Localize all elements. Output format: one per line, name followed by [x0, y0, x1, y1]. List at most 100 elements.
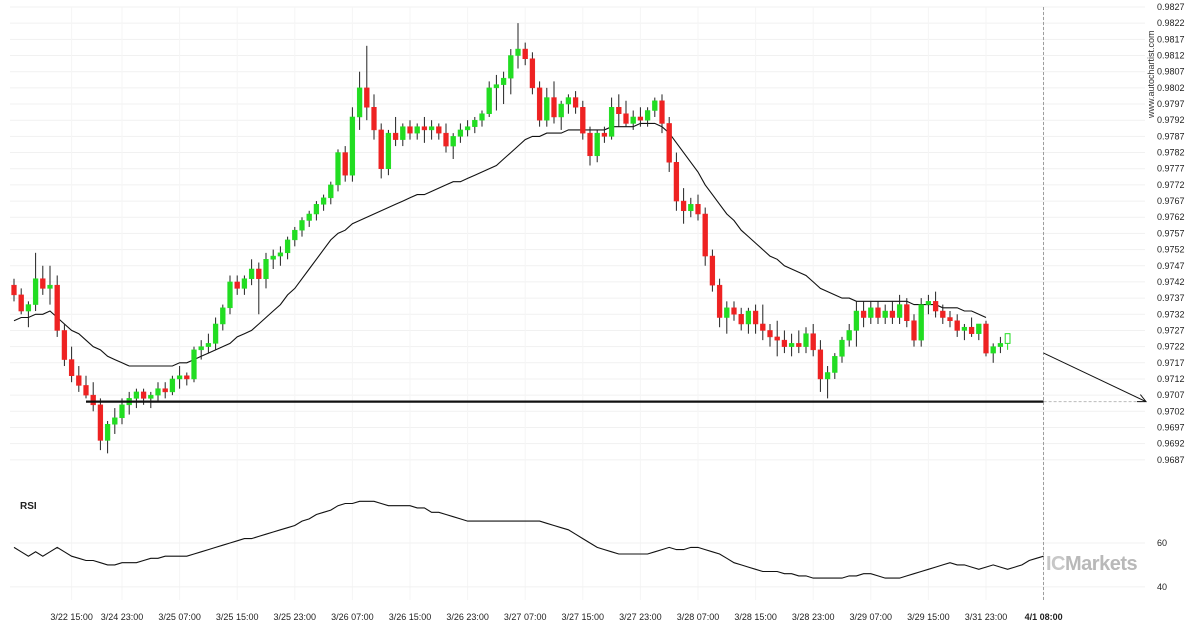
price-tick-label-21: 0.9722	[1157, 342, 1185, 352]
price-tick-label-7: 0.9792	[1157, 115, 1185, 125]
brand-name: Markets	[1065, 553, 1137, 575]
time-tick-label-16: 3/31 23:00	[965, 612, 1008, 622]
candle-body-111	[810, 333, 816, 351]
candle-body-100	[731, 307, 737, 315]
candle-body-72	[529, 58, 536, 89]
time-tick-label-7: 3/26 23:00	[446, 612, 489, 622]
candle-body-74	[544, 97, 550, 121]
price-tick-label-27: 0.9692	[1157, 439, 1185, 449]
candle-body-60	[443, 132, 449, 147]
candle-body-50	[371, 107, 377, 131]
candle-body-67	[493, 84, 500, 89]
candle-body-90	[659, 100, 665, 124]
candle-body-8	[68, 359, 75, 376]
candle-body-69	[508, 55, 514, 79]
candle-body-95	[695, 204, 701, 215]
candle-body-42	[313, 204, 320, 215]
time-tick-label-9: 3/27 15:00	[562, 612, 605, 622]
price-gridlines	[10, 6, 1145, 600]
candle-body-43	[320, 197, 327, 205]
candle-body-87	[637, 116, 644, 121]
time-tick-label-3: 3/25 15:00	[216, 612, 259, 622]
candle-body-91	[666, 123, 672, 163]
moving-average-line	[13, 122, 987, 367]
time-tick-label-2: 3/25 07:00	[158, 612, 201, 622]
candle-body-106	[774, 336, 780, 341]
candle-body-131	[954, 320, 960, 331]
candle-body-118	[860, 310, 867, 318]
candle-body-135	[983, 323, 989, 354]
candle-body-30	[227, 281, 233, 309]
candle-body-22	[169, 378, 176, 393]
price-tick-label-11: 0.9772	[1157, 180, 1185, 190]
candle-body-68	[500, 77, 507, 85]
price-tick-label-3: 0.9812	[1157, 51, 1185, 61]
candle-body-25	[191, 349, 197, 380]
candle-body-64	[472, 119, 478, 127]
candle-body-128	[932, 301, 939, 312]
candle-body-94	[688, 204, 694, 212]
candle-body-71	[522, 48, 528, 60]
candle-body-76	[558, 103, 564, 118]
time-tick-label-6: 3/26 15:00	[389, 612, 432, 622]
candlestick-series	[11, 23, 1011, 454]
candle-body-113	[824, 372, 831, 380]
forecast-line	[1043, 352, 1147, 403]
moving-average-layer	[13, 122, 987, 367]
candle-body-117	[853, 310, 860, 331]
candle-body-45	[335, 152, 341, 186]
candle-body-57	[421, 126, 428, 131]
candle-body-2	[25, 304, 32, 312]
candle-body-112	[817, 349, 824, 380]
candle-body-3	[32, 278, 39, 305]
candle-body-122	[889, 310, 896, 318]
candle-body-55	[407, 126, 413, 134]
candle-body-103	[752, 310, 759, 325]
candle-body-83	[608, 107, 615, 137]
candle-body-80	[587, 132, 593, 157]
rsi-gridlines	[10, 542, 1145, 588]
time-tick-label-8: 3/27 07:00	[504, 612, 547, 622]
candle-body-53	[392, 132, 399, 140]
candle-body-11	[90, 394, 96, 406]
candle-body-134	[976, 323, 982, 334]
candle-body-10	[83, 385, 89, 396]
candle-body-56	[414, 126, 420, 134]
candle-body-115	[839, 339, 845, 357]
candle-body-77	[565, 97, 572, 105]
candle-body-7	[61, 330, 68, 360]
candle-body-12	[97, 404, 104, 441]
candle-body-47	[349, 116, 356, 176]
time-tick-label-5: 3/26 07:00	[331, 612, 374, 622]
candle-body-5	[47, 284, 53, 289]
candle-body-41	[306, 213, 312, 221]
candle-body-107	[781, 339, 788, 347]
time-tick-label-4: 3/25 23:00	[274, 612, 317, 622]
candle-body-121	[882, 310, 888, 318]
candle-body-109	[796, 343, 802, 347]
candle-body-51	[378, 129, 384, 169]
price-tick-label-26: 0.9697	[1157, 422, 1185, 432]
candle-body-28	[212, 323, 219, 344]
candle-body-124	[904, 304, 910, 321]
candle-body-38	[284, 239, 291, 254]
candle-body-61	[450, 136, 456, 147]
candle-body-132	[961, 326, 968, 331]
time-tick-label-17: 4/1 08:00	[1025, 612, 1063, 622]
candle-body-136	[990, 346, 996, 354]
candle-body-24	[184, 375, 190, 380]
candle-body-130	[947, 317, 953, 321]
candle-body-75	[551, 97, 557, 118]
candle-body-46	[342, 152, 348, 176]
candle-body-110	[803, 333, 809, 347]
price-tick-label-20: 0.9727	[1157, 325, 1185, 335]
candle-body-119	[868, 307, 874, 318]
candle-body-137	[997, 343, 1004, 347]
candle-body-37	[277, 252, 284, 257]
candle-body-84	[616, 107, 622, 114]
candle-body-9	[76, 375, 82, 386]
price-tick-label-24: 0.9707	[1157, 390, 1185, 400]
candle-body-92	[673, 162, 680, 202]
candle-body-52	[385, 132, 392, 169]
